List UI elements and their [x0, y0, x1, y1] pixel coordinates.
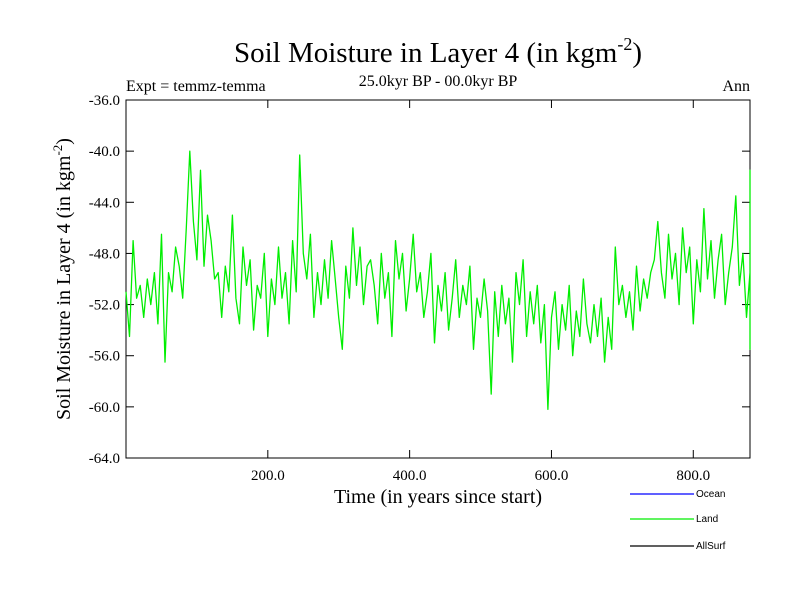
y-tick-label: -40.0: [89, 144, 120, 160]
x-tick-label: 600.0: [535, 468, 569, 484]
y-axis: -36.0 -40.0 -44.0 -48.0 -52.0 -56.0 -60.0 -64.0: [89, 93, 750, 467]
x-tick-label: 400.0: [393, 468, 427, 484]
y-tick-label: -56.0: [89, 349, 120, 365]
x-axis-label: Time (in years since start): [334, 486, 542, 508]
x-axis: 200.0 400.0 600.0 800.0: [251, 100, 710, 484]
x-tick-label: 800.0: [676, 468, 710, 484]
y-tick-label: -52.0: [89, 298, 120, 314]
legend-label-ocean: Ocean: [696, 489, 725, 500]
legend: Ocean Land AllSurf: [630, 489, 726, 552]
subtitle-right: Ann: [722, 78, 750, 95]
y-tick-label: -64.0: [89, 451, 120, 467]
y-axis-label: Soil Moisture in Layer 4 (in kgm-2): [50, 138, 75, 420]
y-tick-label: -36.0: [89, 93, 120, 109]
subtitle-center: 25.0kyr BP - 00.0kyr BP: [359, 73, 518, 90]
y-tick-label: -48.0: [89, 246, 120, 262]
legend-label-allsurf: AllSurf: [696, 541, 726, 552]
y-tick-label: -60.0: [89, 400, 120, 416]
x-tick-label: 200.0: [251, 468, 285, 484]
legend-label-land: Land: [696, 514, 718, 525]
subtitle-left: Expt = temmz-temma: [126, 78, 266, 95]
y-tick-label: -44.0: [89, 195, 120, 211]
plot-frame: [125, 99, 751, 459]
chart-title: Soil Moisture in Layer 4 (in kgm-2): [234, 34, 642, 69]
series-line-land: [125, 150, 751, 411]
